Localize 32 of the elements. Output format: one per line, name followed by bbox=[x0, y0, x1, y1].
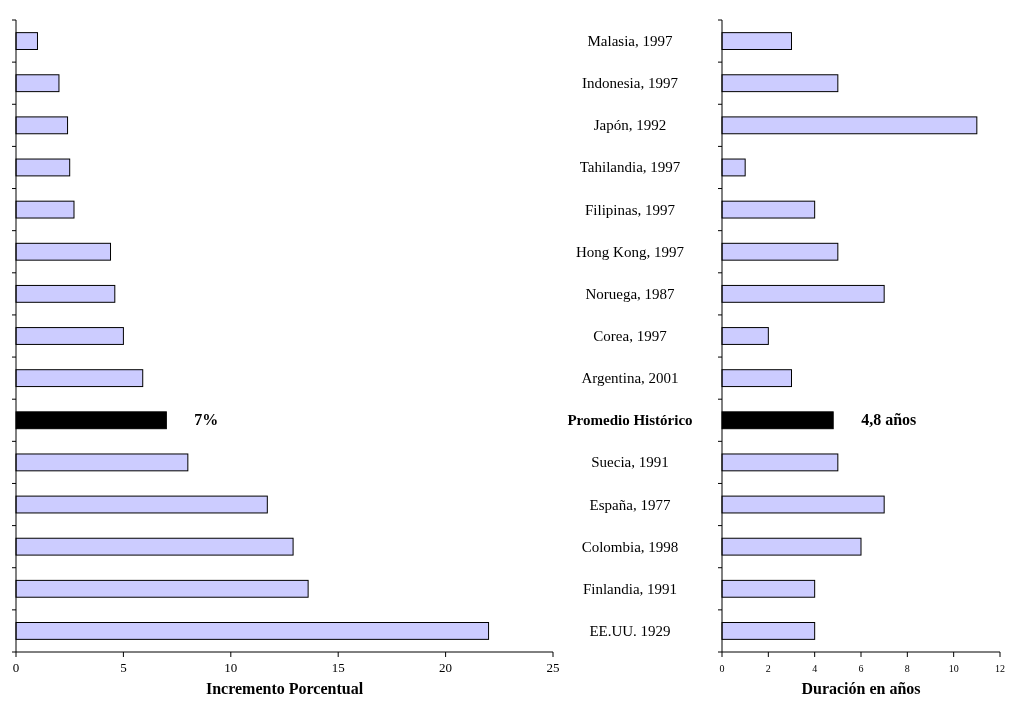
y-tick-label: Tahilandia, 1997 bbox=[579, 159, 681, 176]
y-tick-label: Suecia, 1991 bbox=[591, 454, 669, 471]
x-tick-label: 5 bbox=[120, 660, 127, 675]
y-tick-label: Colombia, 1998 bbox=[581, 538, 679, 555]
y-tick-label: Hong Kong, 1997 bbox=[576, 243, 685, 260]
y-tick-label: Finlandia, 1991 bbox=[582, 580, 678, 597]
y-tick-label: Indonesia, 1997 bbox=[582, 75, 679, 92]
y-tick-label: Filipinas, 1997 bbox=[584, 201, 676, 218]
x-tick-label: 2 bbox=[765, 663, 771, 674]
y-tick-label: Japón, 1992 bbox=[593, 117, 667, 134]
y-tick-label: Corea, 1997 bbox=[593, 328, 668, 344]
x-axis-title: Duración en años bbox=[801, 680, 921, 697]
y-tick-label: EE.UU. 1929 bbox=[589, 622, 671, 639]
y-tick-label: Argentina, 2001 bbox=[581, 370, 679, 387]
data-label: 4,8 años bbox=[861, 411, 917, 429]
data-label: 7% bbox=[194, 411, 219, 429]
x-tick-label: 10 bbox=[948, 663, 959, 674]
x-tick-label: 10 bbox=[224, 660, 238, 675]
y-tick-label: España, 1977 bbox=[589, 496, 671, 513]
x-tick-label: 12 bbox=[995, 663, 1005, 674]
y-tick-label: Malasia, 1997 bbox=[587, 33, 673, 50]
y-tick-label: Noruega, 1987 bbox=[585, 285, 676, 302]
x-axis-title: Incremento Porcentual bbox=[205, 680, 364, 697]
x-tick-label: 20 bbox=[439, 660, 453, 675]
x-tick-label: 15 bbox=[331, 660, 345, 675]
x-tick-label: 0 bbox=[719, 663, 725, 674]
x-tick-label: 6 bbox=[858, 663, 864, 674]
x-tick-label: 0 bbox=[12, 660, 20, 675]
y-tick-label: Promedio Histórico bbox=[567, 412, 693, 429]
x-tick-label: 25 bbox=[546, 660, 560, 675]
x-tick-label: 4 bbox=[812, 663, 818, 674]
x-tick-label: 8 bbox=[904, 663, 910, 674]
